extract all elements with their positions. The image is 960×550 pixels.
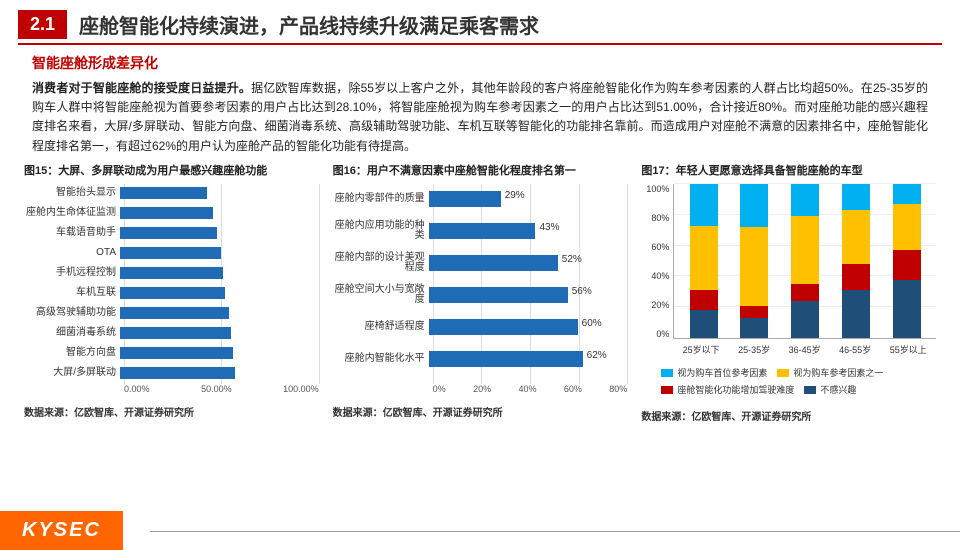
- legend-item: 视为购车首位参考因素: [661, 366, 767, 379]
- hbar-row: 细菌消毒系统: [24, 324, 319, 342]
- hbar-row: 座舱内应用功能的种类43%: [333, 216, 628, 246]
- chart15-xaxis: 0.00%50.00%100.00%: [124, 384, 319, 394]
- hbar-row: 智能方向盘: [24, 344, 319, 362]
- hbar-row: 座舱内部的设计美观程度52%: [333, 248, 628, 278]
- hbar-row: 座舱内生命体征监测: [24, 204, 319, 222]
- section-number: 2.1: [18, 10, 67, 39]
- hbar-row: 手机远程控制: [24, 264, 319, 282]
- chart17-yaxis: 100%80%60%40%20%0%: [641, 184, 673, 339]
- footer-divider: [150, 531, 960, 532]
- page-title: 座舱智能化持续演进，产品线持续升级满足乘客需求: [79, 10, 539, 39]
- hbar-row: OTA: [24, 244, 319, 262]
- chart16-source: 数据来源：亿欧智库、开源证券研究所: [333, 404, 628, 419]
- chart15-title: 图15：大屏、多屏联动成为用户最感兴趣座舱功能: [24, 164, 319, 178]
- stack-bar: [740, 184, 768, 338]
- lead-sentence: 消费者对于智能座舱的接受度日益提升。: [32, 81, 251, 95]
- chart17-source: 数据来源：亿欧智库、开源证券研究所: [641, 408, 936, 423]
- hbar-row: 车载语音助手: [24, 224, 319, 242]
- header: 2.1 座舱智能化持续演进，产品线持续升级满足乘客需求: [18, 10, 942, 45]
- hbar-row: 座舱内零部件的质量29%: [333, 184, 628, 214]
- stack-bar: [842, 184, 870, 338]
- charts-row: 图15：大屏、多屏联动成为用户最感兴趣座舱功能 智能抬头显示座舱内生命体征监测车…: [24, 164, 936, 423]
- chart17-title: 图17：年轻人更愿意选择具备智能座舱的车型: [641, 164, 936, 178]
- chart16: 图16：用户不满意因素中座舱智能化程度排名第一 座舱内零部件的质量29%座舱内应…: [333, 164, 628, 423]
- chart17-plot: 100%80%60%40%20%0%: [641, 184, 936, 339]
- chart16-title: 图16：用户不满意因素中座舱智能化程度排名第一: [333, 164, 628, 178]
- stack-bar: [791, 184, 819, 338]
- chart15: 图15：大屏、多屏联动成为用户最感兴趣座舱功能 智能抬头显示座舱内生命体征监测车…: [24, 164, 319, 423]
- hbar-row: 大屏/多屏联动: [24, 364, 319, 382]
- hbar-row: 座舱空间大小与宽敞度56%: [333, 280, 628, 310]
- footer-logo: KYSEC: [0, 511, 123, 550]
- subtitle: 智能座舱形成差异化: [32, 53, 960, 73]
- chart16-plot: 座舱内零部件的质量29%座舱内应用功能的种类43%座舱内部的设计美观程度52%座…: [333, 184, 628, 384]
- stack-bar: [690, 184, 718, 338]
- stack-bar: [893, 184, 921, 338]
- legend-item: 座舱智能化功能增加驾驶难度: [661, 383, 794, 396]
- hbar-row: 座椅舒适程度60%: [333, 312, 628, 342]
- hbar-row: 车机互联: [24, 284, 319, 302]
- chart17-legend: 视为购车首位参考因素视为购车参考因素之一座舱智能化功能增加驾驶难度不感兴趣: [661, 364, 936, 398]
- hbar-row: 智能抬头显示: [24, 184, 319, 202]
- legend-item: 不感兴趣: [804, 383, 856, 396]
- hbar-row: 座舱内智能化水平62%: [333, 344, 628, 374]
- chart15-source: 数据来源：亿欧智库、开源证券研究所: [24, 404, 319, 419]
- chart15-plot: 智能抬头显示座舱内生命体征监测车载语音助手 OTA 手机远程控制车机互联高级驾驶辅助…: [24, 184, 319, 384]
- chart17-xaxis: 25岁以下25-35岁36-45岁46-55岁55岁以上: [673, 343, 936, 356]
- hbar-row: 高级驾驶辅助功能: [24, 304, 319, 322]
- body-paragraph: 消费者对于智能座舱的接受度日益提升。据亿欧智库数据，除55岁以上客户之外，其他年…: [32, 79, 928, 156]
- legend-item: 视为购车参考因素之一: [777, 366, 883, 379]
- chart17: 图17：年轻人更愿意选择具备智能座舱的车型 100%80%60%40%20%0%…: [641, 164, 936, 423]
- chart16-xaxis: 0%20%40%60%80%: [433, 384, 628, 394]
